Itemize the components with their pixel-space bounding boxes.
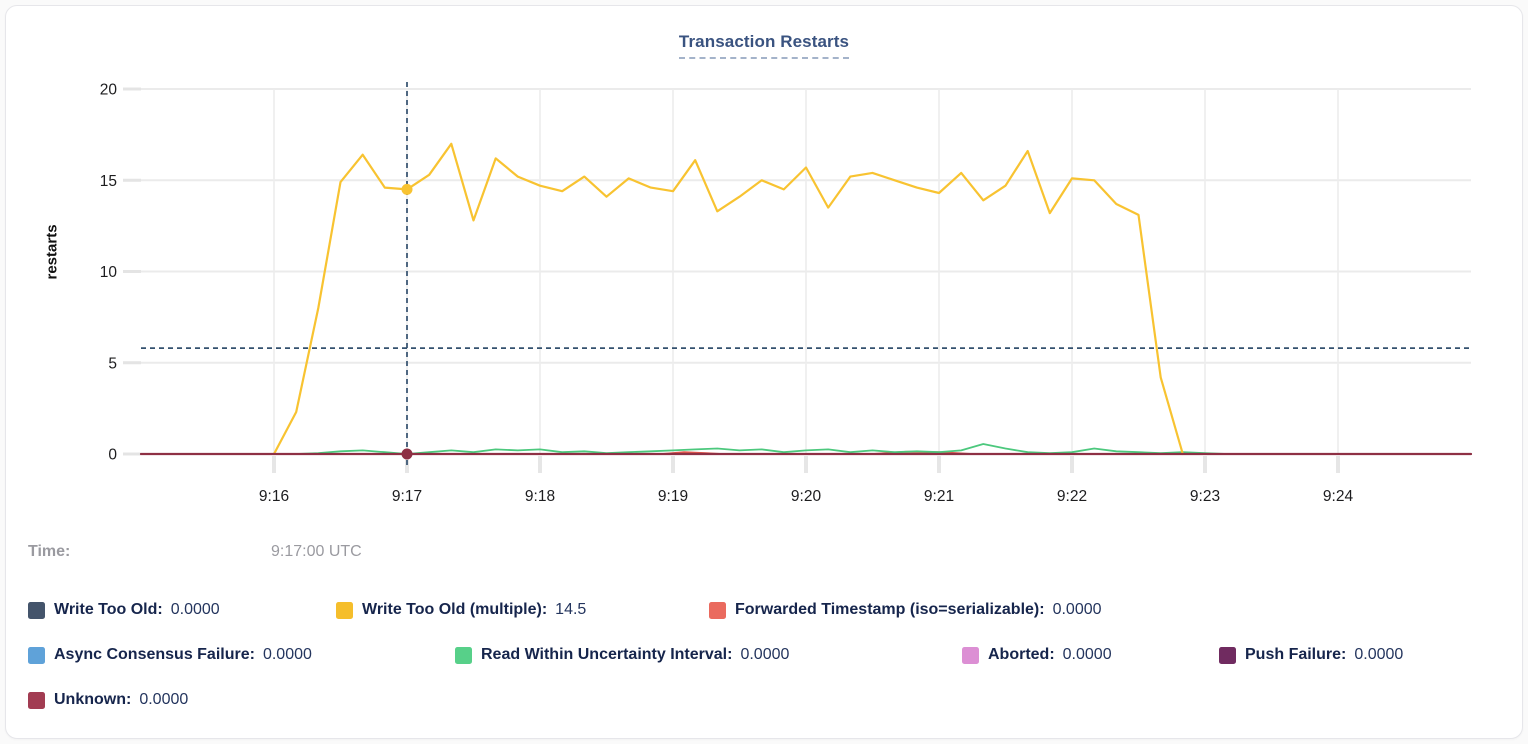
legend-label: Write Too Old: bbox=[54, 601, 163, 618]
hover-time-row: Time: 9:17:00 UTC bbox=[28, 543, 362, 561]
legend-value: 0.0000 bbox=[1354, 646, 1404, 663]
legend-label: Push Failure: bbox=[1245, 646, 1347, 663]
legend-item-aborted[interactable]: Aborted: 0.0000 bbox=[962, 644, 1112, 666]
legend-value: 0.0000 bbox=[1062, 646, 1112, 663]
legend-swatch-read-within-uncertainty bbox=[455, 646, 472, 664]
legend-value: 0.0000 bbox=[139, 691, 189, 708]
x-tick-label: 9:18 bbox=[525, 488, 555, 505]
legend-value: 0.0000 bbox=[1052, 601, 1102, 618]
legend-label: Read Within Uncertainty Interval: bbox=[481, 646, 733, 663]
legend-item-read-within-uncertainty[interactable]: Read Within Uncertainty Interval: 0.0000 bbox=[455, 644, 789, 666]
legend-swatch-unknown bbox=[28, 691, 45, 709]
x-tick-label: 9:16 bbox=[259, 488, 289, 505]
y-tick-label: 15 bbox=[100, 173, 117, 190]
legend-value: 14.5 bbox=[555, 601, 587, 618]
x-tick-label: 9:22 bbox=[1057, 488, 1087, 505]
x-tick-label: 9:24 bbox=[1323, 488, 1354, 505]
chart-title-row: Transaction Restarts bbox=[6, 32, 1522, 59]
legend-item-write-too-old-multiple[interactable]: Write Too Old (multiple): 14.5 bbox=[336, 599, 586, 621]
legend-value: 0.0000 bbox=[262, 646, 312, 663]
legend-label: Aborted: bbox=[988, 646, 1055, 663]
y-tick-label: 20 bbox=[100, 82, 118, 99]
legend-item-write-too-old[interactable]: Write Too Old: 0.0000 bbox=[28, 599, 220, 621]
y-tick-label: 0 bbox=[108, 447, 117, 464]
y-tick-label: 5 bbox=[108, 355, 117, 372]
legend-swatch-write-too-old bbox=[28, 601, 45, 619]
chart-title[interactable]: Transaction Restarts bbox=[678, 32, 850, 59]
legend-value: 0.0000 bbox=[740, 646, 790, 663]
chart-canvas[interactable]: 0 5 10 15 20 9:16 9:17 9:18 9:19 9:20 9:21 9:22 9:23… bbox=[6, 6, 1528, 534]
series-line bbox=[272, 142, 1184, 456]
chart-card: Transaction Restarts restarts 0 5 10 15 20 9:… bbox=[5, 5, 1523, 739]
legend-swatch-forwarded-timestamp bbox=[709, 601, 726, 619]
legend-item-push-failure[interactable]: Push Failure: 0.0000 bbox=[1219, 644, 1403, 666]
legend-label: Forwarded Timestamp (iso=serializable): bbox=[735, 601, 1045, 618]
x-tick-label: 9:20 bbox=[791, 488, 822, 505]
legend-label: Write Too Old (multiple): bbox=[362, 601, 548, 618]
legend-label: Unknown: bbox=[54, 691, 132, 708]
legend-value: 0.0000 bbox=[170, 601, 220, 618]
x-tick-label: 9:19 bbox=[658, 488, 688, 505]
legend-item-forwarded-timestamp[interactable]: Forwarded Timestamp (iso=serializable): … bbox=[709, 599, 1102, 621]
legend-label: Async Consensus Failure: bbox=[54, 646, 255, 663]
series-line bbox=[140, 443, 1472, 455]
time-label: Time: bbox=[28, 543, 71, 560]
crosshair-dot bbox=[401, 183, 413, 195]
legend-swatch-aborted bbox=[962, 646, 979, 664]
legend-item-unknown[interactable]: Unknown: 0.0000 bbox=[28, 689, 188, 711]
x-tick-label: 9:23 bbox=[1190, 488, 1220, 505]
legend-swatch-push-failure bbox=[1219, 646, 1236, 664]
legend-swatch-async-consensus-failure bbox=[28, 646, 45, 664]
time-value: 9:17:00 UTC bbox=[271, 543, 362, 560]
legend-swatch-write-too-old-multiple bbox=[336, 601, 353, 619]
x-tick-label: 9:17 bbox=[392, 488, 422, 505]
legend-item-async-consensus-failure[interactable]: Async Consensus Failure: 0.0000 bbox=[28, 644, 312, 666]
x-tick-label: 9:21 bbox=[924, 488, 954, 505]
crosshair-dot bbox=[401, 448, 413, 460]
y-tick-label: 10 bbox=[100, 264, 118, 281]
